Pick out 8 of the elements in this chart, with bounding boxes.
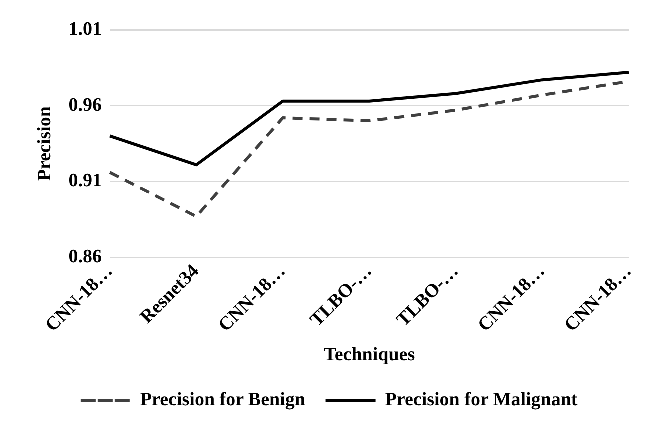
y-tick-label: 0.86 [68, 246, 102, 268]
y-tick-label: 1.01 [68, 18, 102, 40]
y-axis-title: Precision [34, 106, 56, 182]
legend-label: Precision for Benign [140, 389, 306, 410]
y-tick-label: 0.96 [68, 94, 102, 116]
y-tick-label: 0.91 [68, 170, 102, 192]
x-axis-title: Techniques [324, 344, 416, 366]
legend-label: Precision for Malignant [385, 389, 578, 410]
